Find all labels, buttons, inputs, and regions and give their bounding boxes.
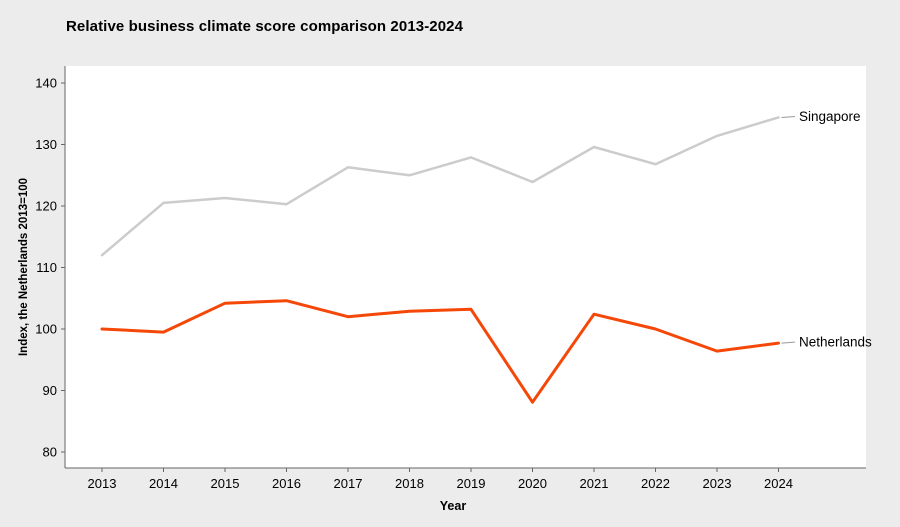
series-line-netherlands bbox=[100, 299, 780, 404]
x-tick-label: 2017 bbox=[334, 476, 363, 491]
y-tick-label: 80 bbox=[43, 445, 57, 460]
series-label-singapore: Singapore bbox=[799, 109, 861, 124]
y-tick-label: 130 bbox=[35, 137, 57, 152]
y-tick-label: 140 bbox=[35, 76, 57, 91]
x-tick-label: 2023 bbox=[703, 476, 732, 491]
series-label-connector bbox=[781, 115, 796, 118]
y-tick-label: 110 bbox=[36, 260, 57, 275]
x-tick-label: 2022 bbox=[641, 476, 670, 491]
x-tick-label: 2021 bbox=[580, 476, 609, 491]
x-tick-label: 2016 bbox=[272, 476, 301, 491]
series-label-connector bbox=[781, 341, 796, 344]
chart-title: Relative business climate score comparis… bbox=[66, 18, 464, 35]
x-tick-label: 2020 bbox=[518, 476, 547, 491]
plot-area bbox=[65, 66, 866, 468]
x-tick-label: 2018 bbox=[395, 476, 424, 491]
series-line-singapore bbox=[100, 116, 780, 257]
x-tick-label: 2019 bbox=[457, 476, 486, 491]
x-tick-label: 2013 bbox=[88, 476, 117, 491]
series-label-netherlands: Netherlands bbox=[799, 335, 872, 350]
x-tick-label: 2015 bbox=[211, 476, 240, 491]
y-tick-label: 90 bbox=[43, 383, 57, 398]
y-tick-label: 100 bbox=[35, 322, 57, 337]
x-tick-label: 2024 bbox=[764, 476, 793, 491]
x-tick-label: 2014 bbox=[149, 476, 178, 491]
x-axis-title: Year bbox=[439, 499, 467, 513]
y-tick-label: 120 bbox=[35, 199, 57, 214]
